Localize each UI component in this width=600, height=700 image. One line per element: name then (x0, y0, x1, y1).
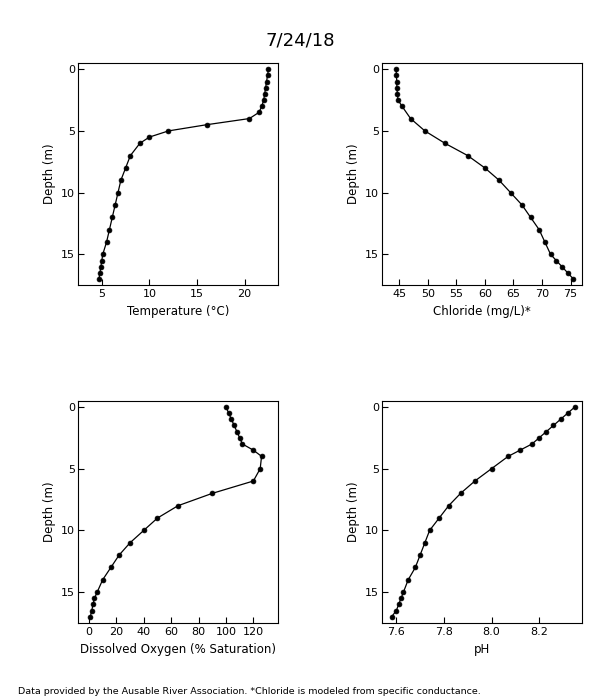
X-axis label: Dissolved Oxygen (% Saturation): Dissolved Oxygen (% Saturation) (80, 643, 276, 656)
Y-axis label: Depth (m): Depth (m) (347, 144, 359, 204)
X-axis label: Temperature (°C): Temperature (°C) (127, 305, 229, 318)
X-axis label: Chloride (mg/L)*: Chloride (mg/L)* (433, 305, 531, 318)
Y-axis label: Depth (m): Depth (m) (43, 482, 56, 542)
Text: 7/24/18: 7/24/18 (265, 32, 335, 50)
X-axis label: pH: pH (474, 643, 490, 656)
Text: Data provided by the Ausable River Association. *Chloride is modeled from specif: Data provided by the Ausable River Assoc… (18, 687, 481, 696)
Y-axis label: Depth (m): Depth (m) (43, 144, 56, 204)
Y-axis label: Depth (m): Depth (m) (347, 482, 359, 542)
